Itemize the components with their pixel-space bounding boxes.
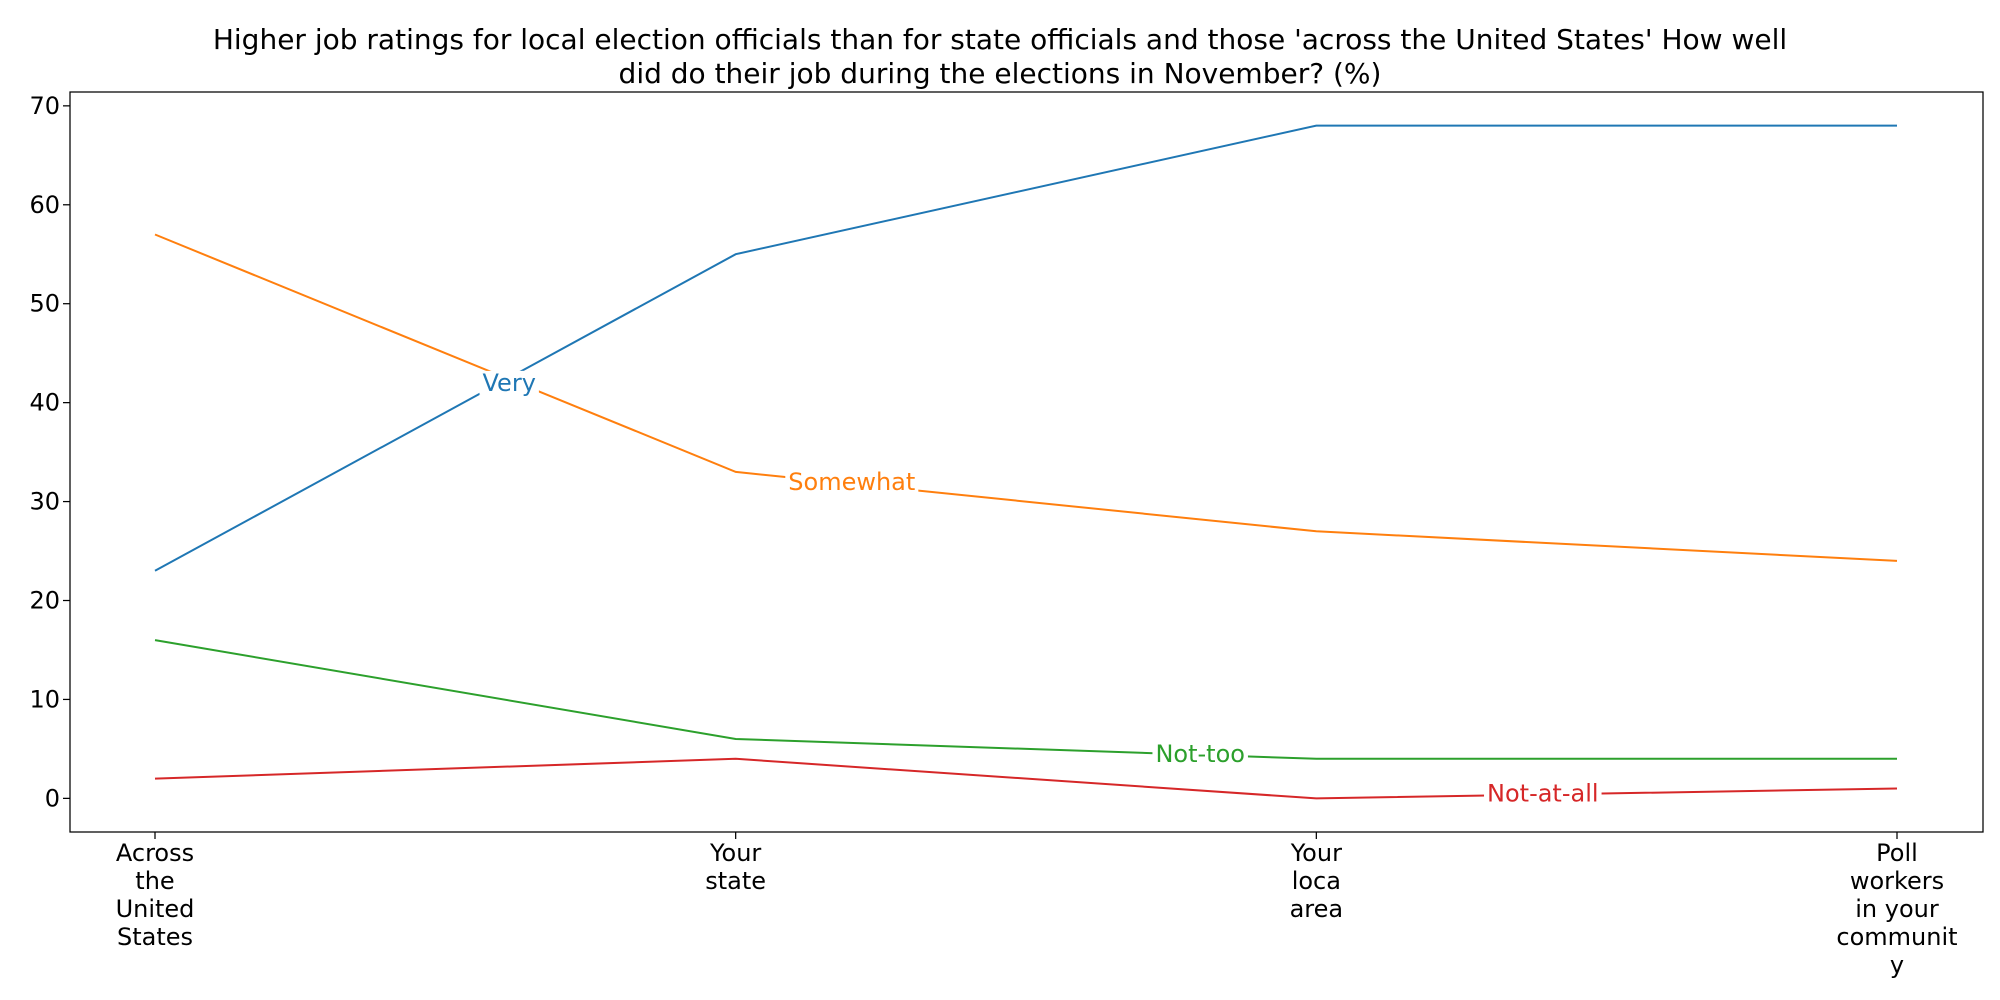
x-tick-label: state <box>705 867 766 895</box>
chart-title-line: Higher job ratings for local election of… <box>213 23 1787 56</box>
x-tick-label: Across <box>116 839 194 867</box>
y-tick-label: 10 <box>29 685 60 713</box>
x-tick-label: y <box>1890 951 1904 979</box>
series-line-somewhat <box>154 233 1898 562</box>
x-axis: AcrosstheUnitedStatesYourstateYourlocaar… <box>116 832 1958 979</box>
series-line-not-too <box>154 639 1897 760</box>
series-line-very <box>154 124 1897 572</box>
y-tick-label: 50 <box>29 290 60 318</box>
series-label-group: Very Somewhat Not-too Not-at-all <box>479 369 1602 807</box>
plot-area-frame <box>69 91 1984 833</box>
x-tick-label: United <box>116 895 195 923</box>
x-tick-label: area <box>1290 895 1344 923</box>
series-group <box>154 124 1898 800</box>
chart-title-line: did do their job during the elections in… <box>619 57 1382 90</box>
y-tick-label: 70 <box>29 92 60 120</box>
series-label-very: Very <box>483 369 536 397</box>
chart-title-group: Higher job ratings for local election of… <box>213 23 1787 90</box>
y-axis: 0 10 20 30 40 50 60 70 <box>29 92 70 812</box>
x-tick-label: Your <box>709 839 761 867</box>
y-tick-label: 0 <box>45 784 60 812</box>
x-tick-label: the <box>135 867 174 895</box>
y-tick-label: 30 <box>29 488 60 516</box>
series-label-not-too: Not-too <box>1155 740 1244 768</box>
series-label-background <box>1484 781 1602 806</box>
x-tick-label: loca <box>1292 867 1341 895</box>
series-label-background <box>785 469 919 494</box>
x-tick-label: workers <box>1850 867 1944 895</box>
x-tick-label: in your <box>1855 895 1939 923</box>
x-tick-label: States <box>117 923 193 951</box>
series-label-background <box>1152 741 1248 766</box>
y-tick-label: 60 <box>29 191 60 219</box>
y-tick-label: 40 <box>29 389 60 417</box>
series-line-not-at-all <box>154 757 1898 800</box>
series-label-not-at-all: Not-at-all <box>1487 779 1599 807</box>
x-tick-label: Your <box>1290 839 1342 867</box>
series-label-somewhat: Somewhat <box>788 468 915 496</box>
y-tick-label: 20 <box>29 587 60 615</box>
series-label-background <box>479 370 539 395</box>
x-tick-label: communit <box>1836 923 1957 951</box>
x-tick-label: Poll <box>1876 839 1918 867</box>
